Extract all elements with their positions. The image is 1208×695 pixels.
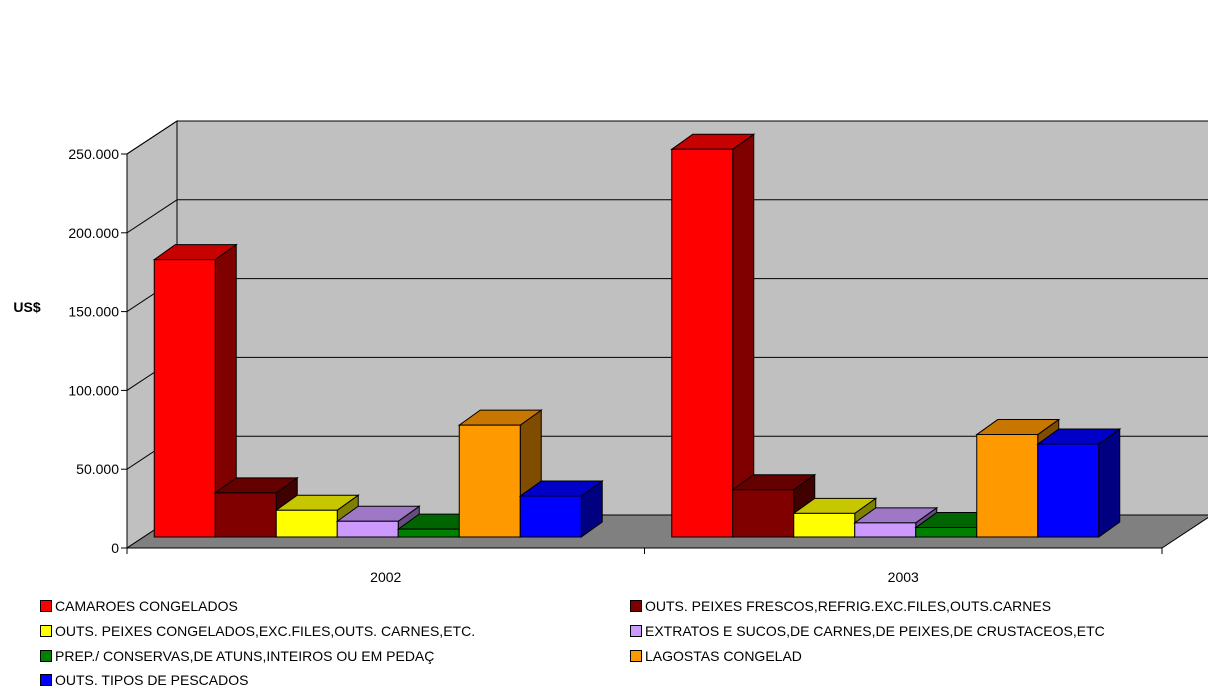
y-tick-label: 50.000 [76, 461, 119, 477]
gridline-side [126, 120, 178, 155]
bar-2002-4-front [336, 520, 399, 538]
bar-2003-7-side [1098, 428, 1121, 538]
bar-2002-3-front [275, 509, 338, 538]
bar-2002-5-front [397, 528, 460, 538]
x-tick-label: 2003 [888, 569, 919, 585]
bar-2003-3-front [793, 512, 856, 538]
bar-2002-2-front [214, 492, 277, 538]
bar-2003-2-front [732, 489, 795, 538]
y-axis-label: US$ [13, 299, 40, 315]
bar-2003-5-front [915, 527, 978, 538]
bar-2003-6-front [976, 434, 1039, 538]
y-tick-label: 200.000 [68, 225, 119, 241]
bar-2002-6 [457, 409, 543, 538]
bar-2002-7 [518, 480, 604, 538]
y-tick-label: 100.000 [68, 382, 119, 398]
bar-2003-7-front [1037, 443, 1100, 538]
x-tick-label: 2002 [370, 569, 401, 585]
bar-2002-6-front [458, 424, 521, 538]
gridline-side [126, 199, 178, 234]
y-tick-label: 150.000 [68, 304, 119, 320]
bar-2003-1-front [671, 148, 734, 538]
bar-2003-1 [670, 133, 756, 538]
y-tick-label: 0 [111, 540, 119, 556]
y-tick-label: 250.000 [68, 146, 119, 162]
bar-2002-1-front [153, 259, 216, 538]
bar-2003-4-front [854, 522, 917, 538]
bar-2003-7 [1036, 428, 1122, 538]
bar-2002-7-front [519, 495, 582, 538]
bar-2002-4 [335, 505, 421, 538]
